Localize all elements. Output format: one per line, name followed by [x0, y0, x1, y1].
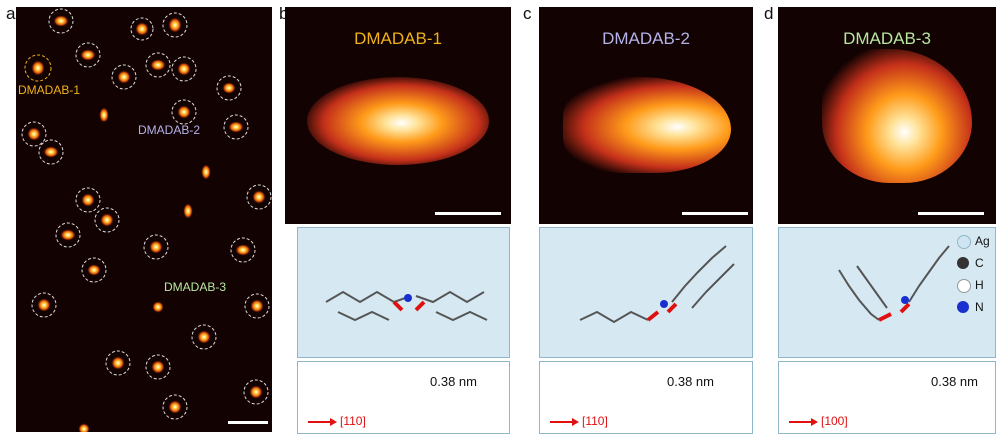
dmadab-1-distance: 0.38 nm	[430, 374, 477, 389]
overview-tag-dmadab-3: DMADAB-3	[164, 280, 227, 294]
panel-label-d: d	[764, 4, 774, 23]
overview-scale-bar	[228, 421, 268, 424]
dmadab-2-signal	[563, 77, 731, 173]
panel-label-c: c	[523, 4, 532, 23]
dmadab-1-side-view: 0.38 nm [110]	[297, 361, 510, 434]
dmadab-3-scale-bar	[918, 212, 984, 215]
dmadab-2-stm-image: DMADAB-2	[539, 7, 753, 224]
dmadab-1-direction-arrow	[308, 421, 332, 423]
dmadab-3-stm-image: DMADAB-3	[778, 7, 996, 224]
legend-h-swatch	[957, 279, 971, 293]
overview-tag-dmadab-1: DMADAB-1	[18, 83, 81, 97]
dmadab-3-top-view: Ag C H N	[778, 227, 996, 358]
legend-c-swatch	[957, 257, 969, 269]
dmadab-1-arrow-head	[330, 418, 337, 426]
dmadab-3-direction: [100]	[821, 414, 848, 428]
dmadab-2-direction-arrow	[550, 421, 574, 423]
panel-label-a: a	[6, 4, 16, 23]
dmadab-3-signal	[822, 49, 972, 183]
molecule-spots	[21, 8, 272, 432]
dmadab-1-molecule-model	[325, 290, 488, 322]
overview-tag-dmadab-2: DMADAB-2	[138, 123, 201, 137]
legend-c-label: C	[975, 256, 984, 270]
legend-n-swatch	[957, 301, 969, 313]
dmadab-3-side-view: 0.38 nm [100]	[778, 361, 996, 434]
dmadab-2-side-view: 0.38 nm [110]	[539, 361, 753, 434]
dmadab-1-top-view	[297, 227, 510, 358]
dmadab-2-arrow-head	[572, 418, 579, 426]
dmadab-3-distance: 0.38 nm	[931, 374, 978, 389]
dmadab-3-direction-arrow	[789, 421, 813, 423]
overview-stm-image: DMADAB-1 DMADAB-2 DMADAB-3	[16, 7, 272, 432]
dmadab-1-scale-bar	[435, 212, 501, 215]
dmadab-2-distance: 0.38 nm	[667, 374, 714, 389]
dmadab-2-molecule-model	[579, 245, 735, 324]
dmadab-2-direction: [110]	[582, 414, 608, 428]
dmadab-1-direction: [110]	[340, 414, 366, 428]
dmadab-3-title: DMADAB-3	[843, 29, 931, 48]
panel-label-b: b	[279, 4, 289, 23]
dmadab-3-molecule-model	[838, 245, 950, 322]
dmadab-1-title: DMADAB-1	[354, 29, 442, 48]
dmadab-2-title: DMADAB-2	[602, 29, 690, 48]
dmadab-3-arrow-head	[811, 418, 818, 426]
legend-ag-swatch	[957, 235, 971, 249]
legend-h-label: H	[975, 278, 984, 292]
legend-ag-label: Ag	[975, 234, 990, 248]
legend-n-label: N	[975, 300, 984, 314]
dmadab-1-stm-image: DMADAB-1	[285, 7, 511, 224]
dmadab-1-signal	[307, 77, 489, 165]
dmadab-2-top-view	[539, 227, 753, 358]
dmadab-2-scale-bar	[682, 212, 748, 215]
